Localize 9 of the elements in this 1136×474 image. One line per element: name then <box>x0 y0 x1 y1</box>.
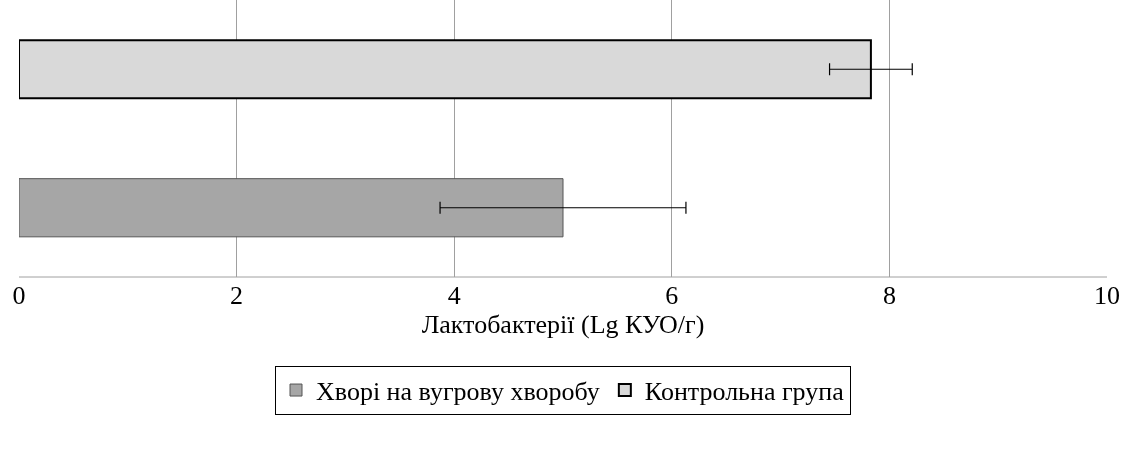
x-tick-label: 8 <box>882 281 896 310</box>
x-axis-title: Лактобактерії (Lg КУО/г) <box>421 310 705 339</box>
legend-label: Контрольна група <box>644 377 845 407</box>
x-tick-label: 4 <box>447 281 461 310</box>
x-tick-label: 0 <box>12 281 26 310</box>
x-tick-label: 2 <box>230 281 244 310</box>
x-tick-label: 6 <box>665 281 679 310</box>
legend-label: Хворі на вугрову хворобу <box>316 377 600 407</box>
x-tick-label: 10 <box>1094 281 1120 310</box>
